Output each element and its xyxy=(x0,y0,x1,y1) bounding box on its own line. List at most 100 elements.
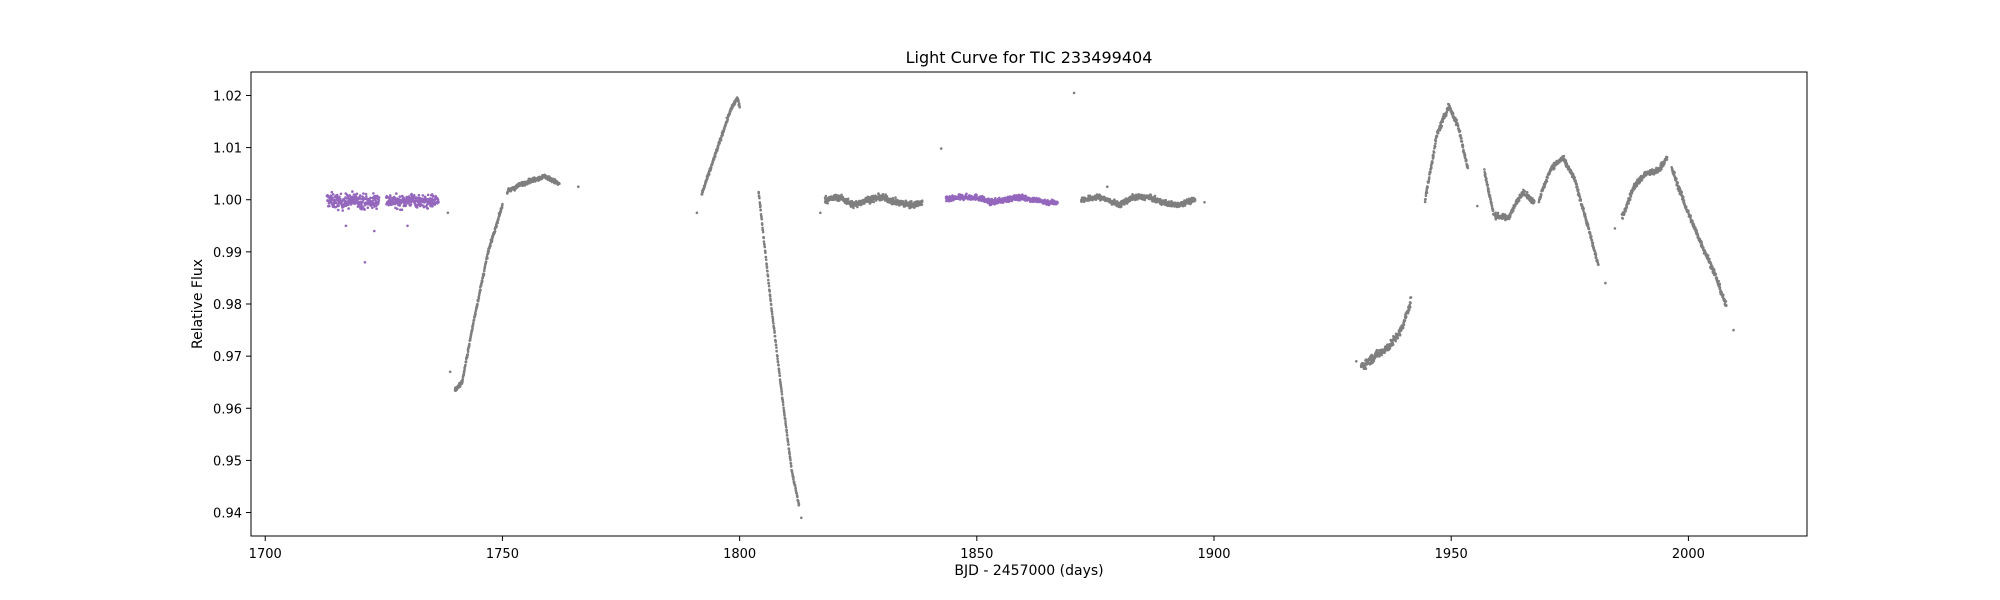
data-point xyxy=(335,201,338,204)
data-point xyxy=(1440,124,1444,128)
data-point xyxy=(782,406,785,410)
data-point xyxy=(840,193,843,197)
data-point xyxy=(1396,336,1400,340)
data-point xyxy=(787,443,790,446)
data-point xyxy=(417,193,421,197)
data-point xyxy=(1434,142,1437,145)
data-point xyxy=(1592,246,1596,250)
segment-base-9 xyxy=(1537,154,1600,267)
data-point xyxy=(1624,209,1627,213)
data-point xyxy=(719,139,723,142)
data-point xyxy=(1426,185,1429,189)
data-point xyxy=(351,190,354,193)
data-point xyxy=(1496,211,1500,215)
data-point xyxy=(1143,198,1147,202)
data-point xyxy=(1461,145,1465,148)
data-point xyxy=(1380,353,1383,357)
data-point xyxy=(426,193,430,197)
data-point xyxy=(1564,159,1568,162)
data-point xyxy=(1590,239,1594,242)
data-point xyxy=(471,327,474,330)
data-point xyxy=(455,388,459,391)
data-point xyxy=(1724,300,1728,303)
data-point xyxy=(767,278,770,282)
data-point xyxy=(773,334,777,338)
data-point xyxy=(1629,195,1633,198)
data-point xyxy=(786,440,790,444)
data-point xyxy=(770,310,774,314)
data-point xyxy=(1512,209,1515,212)
data-point xyxy=(330,190,334,194)
data-point xyxy=(415,206,419,209)
x-tick-label: 1700 xyxy=(249,547,282,562)
data-point xyxy=(788,450,791,454)
data-point xyxy=(1714,272,1718,276)
data-point xyxy=(1432,151,1436,154)
data-point xyxy=(342,197,346,201)
data-point xyxy=(1517,199,1521,202)
segment-base-0 xyxy=(453,202,504,393)
data-point xyxy=(1582,207,1585,210)
data-point xyxy=(776,357,779,361)
data-point xyxy=(1687,209,1690,212)
data-point xyxy=(405,195,409,199)
data-point xyxy=(975,193,978,197)
data-point xyxy=(339,192,343,196)
outlier-point xyxy=(363,261,367,264)
data-point xyxy=(769,303,773,307)
data-point xyxy=(400,208,404,211)
data-point xyxy=(1578,195,1582,199)
x-tick-label: 1800 xyxy=(723,547,756,562)
data-point xyxy=(1696,233,1700,237)
data-point xyxy=(1456,124,1460,128)
data-point xyxy=(329,194,333,197)
data-point xyxy=(1436,131,1440,135)
outlier-point xyxy=(446,211,450,215)
data-point xyxy=(363,208,366,211)
data-point xyxy=(1455,118,1458,122)
y-axis-ticks: 0.94 0.95 0.96 0.97 0.98 0.99 1.00 1.01 1.02 xyxy=(213,89,251,522)
data-point xyxy=(764,258,768,262)
y-tick-label: 0.94 xyxy=(213,507,242,522)
data-point xyxy=(712,158,716,161)
data-point xyxy=(467,344,471,348)
data-point xyxy=(797,502,801,506)
data-point xyxy=(462,371,466,375)
data-point xyxy=(350,202,354,205)
outlier-point xyxy=(1203,201,1206,204)
data-point xyxy=(718,142,721,145)
data-point xyxy=(764,251,767,254)
data-point xyxy=(1695,229,1698,233)
data-point xyxy=(1403,319,1407,323)
data-point xyxy=(487,250,491,253)
data-point xyxy=(780,393,784,396)
data-point xyxy=(1573,176,1576,179)
data-point xyxy=(721,133,724,137)
data-point xyxy=(1675,177,1678,180)
data-point xyxy=(376,194,379,198)
data-point xyxy=(1427,180,1431,183)
data-point xyxy=(728,112,732,116)
data-point xyxy=(761,226,764,230)
data-point xyxy=(1483,168,1486,171)
data-point xyxy=(436,198,440,202)
data-point xyxy=(359,194,362,197)
data-point xyxy=(776,360,780,364)
data-point xyxy=(461,378,465,381)
x-axis-ticks: 1700 1750 1800 1850 1900 1950 2000 xyxy=(249,536,1705,562)
data-point xyxy=(994,197,997,200)
data-point xyxy=(1153,194,1157,198)
data-point xyxy=(1523,190,1527,193)
data-point xyxy=(493,229,497,233)
data-point xyxy=(772,327,776,331)
segment-base-6 xyxy=(1359,296,1413,371)
data-point xyxy=(824,194,828,198)
data-point xyxy=(792,478,795,481)
data-point xyxy=(770,312,774,316)
data-point xyxy=(1680,190,1684,194)
data-point xyxy=(377,198,381,202)
outlier-point xyxy=(1613,227,1617,230)
data-point xyxy=(763,243,766,246)
data-point xyxy=(1682,199,1686,202)
data-point xyxy=(343,204,346,207)
